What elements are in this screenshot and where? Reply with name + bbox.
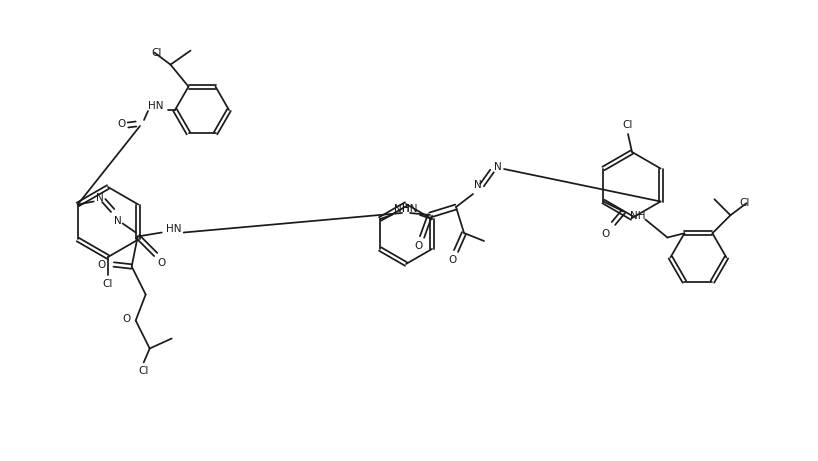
Text: Cl: Cl: [739, 198, 749, 208]
Text: O: O: [414, 241, 422, 251]
Text: NH: NH: [394, 204, 410, 214]
Text: N: N: [494, 162, 502, 172]
Text: O: O: [118, 119, 126, 129]
Text: O: O: [123, 314, 131, 325]
Text: O: O: [97, 260, 106, 270]
Text: HN: HN: [166, 224, 182, 234]
Text: N: N: [96, 193, 104, 202]
Text: O: O: [448, 255, 456, 265]
Text: N: N: [114, 215, 122, 225]
Text: O: O: [158, 258, 166, 267]
Text: NH: NH: [630, 211, 645, 220]
Text: Cl: Cl: [103, 279, 113, 289]
Text: Cl: Cl: [138, 366, 149, 376]
Text: HN: HN: [148, 101, 164, 111]
Text: HN: HN: [402, 204, 418, 214]
Text: N: N: [474, 180, 482, 190]
Text: Cl: Cl: [151, 47, 162, 58]
Text: Cl: Cl: [622, 120, 633, 130]
Text: O: O: [601, 229, 609, 238]
